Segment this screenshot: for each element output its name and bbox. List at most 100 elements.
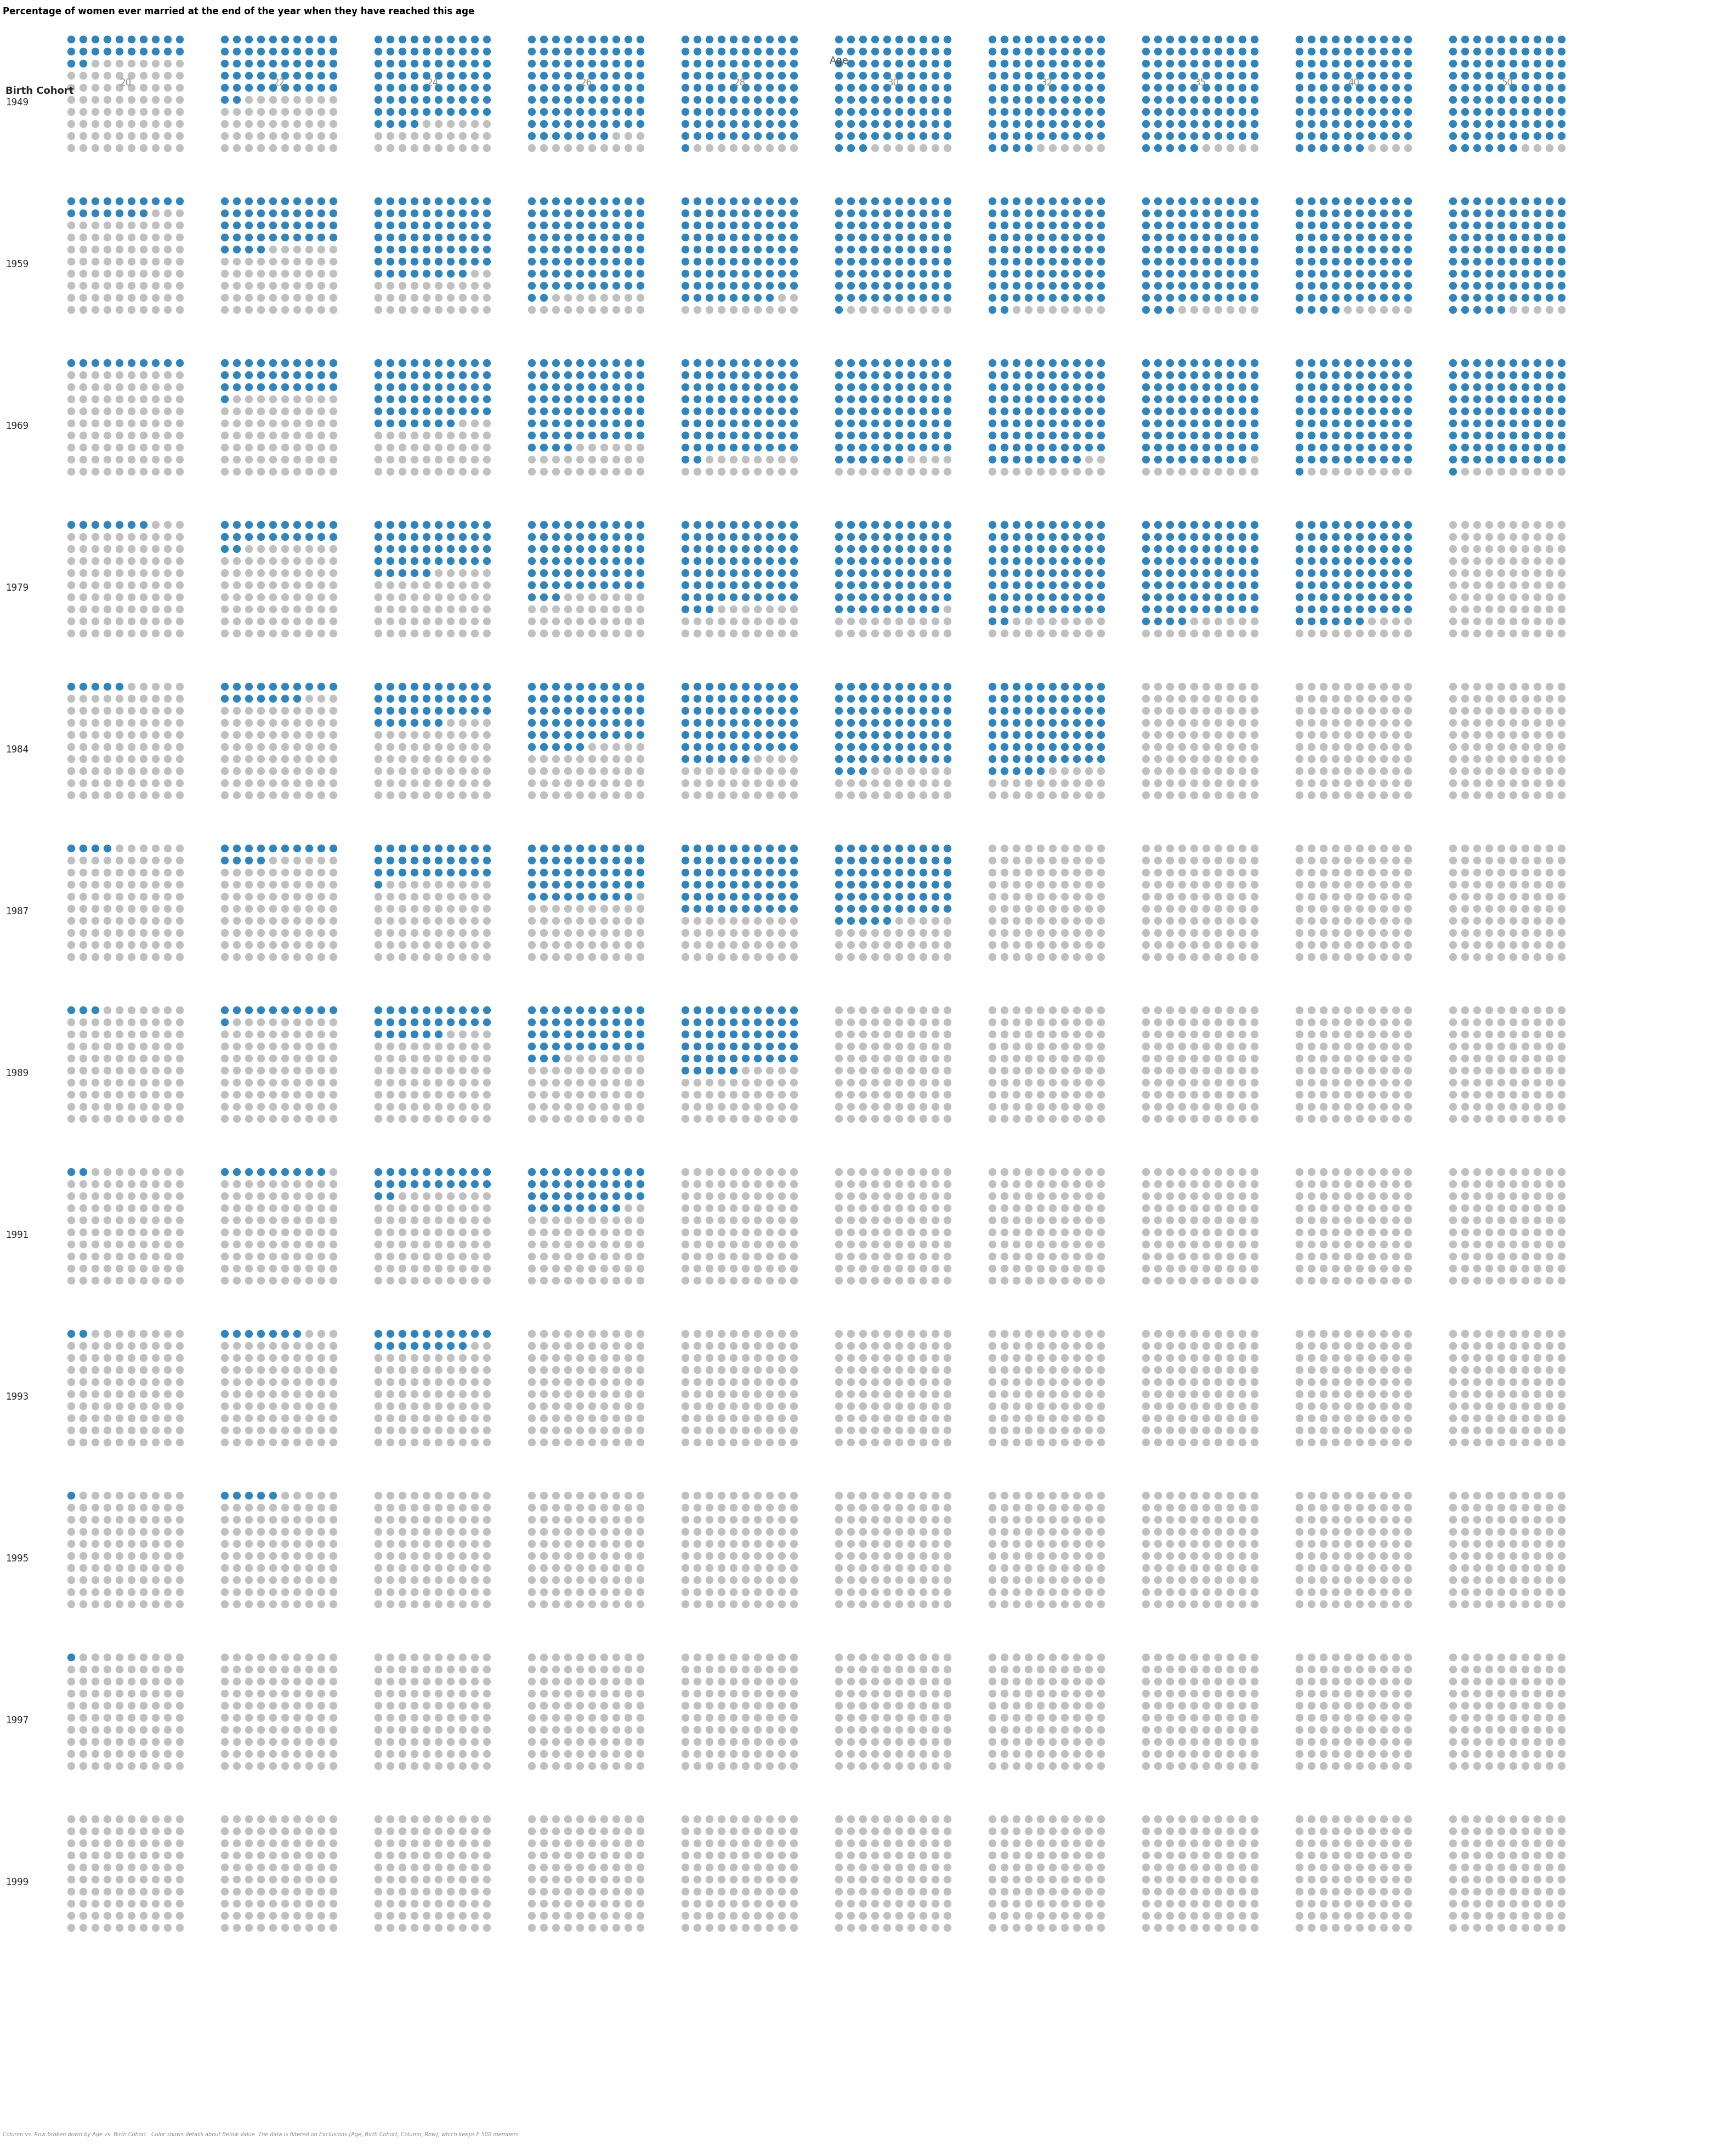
Circle shape	[1498, 695, 1505, 704]
Circle shape	[1014, 695, 1021, 704]
Circle shape	[1297, 1366, 1304, 1373]
Circle shape	[424, 109, 431, 116]
Circle shape	[790, 942, 797, 948]
Circle shape	[920, 146, 927, 152]
Circle shape	[220, 1426, 229, 1435]
Circle shape	[613, 1750, 620, 1757]
Circle shape	[141, 133, 148, 139]
Circle shape	[1404, 1253, 1411, 1261]
Circle shape	[1547, 594, 1554, 601]
Circle shape	[908, 120, 915, 129]
Circle shape	[411, 1600, 418, 1609]
Circle shape	[1142, 384, 1149, 390]
Circle shape	[743, 120, 750, 129]
Circle shape	[576, 618, 583, 626]
Circle shape	[1356, 433, 1363, 440]
Circle shape	[460, 1564, 467, 1572]
Circle shape	[743, 1667, 750, 1673]
Circle shape	[625, 1079, 632, 1088]
Circle shape	[1191, 360, 1198, 367]
Circle shape	[399, 307, 406, 313]
Circle shape	[399, 1068, 406, 1075]
Circle shape	[1392, 1356, 1399, 1362]
Circle shape	[552, 457, 559, 463]
Circle shape	[1097, 1426, 1104, 1435]
Circle shape	[470, 1180, 479, 1188]
Circle shape	[1024, 1403, 1033, 1409]
Circle shape	[1392, 1032, 1399, 1038]
Circle shape	[920, 397, 927, 403]
Circle shape	[116, 433, 123, 440]
Circle shape	[1142, 1737, 1149, 1746]
Circle shape	[470, 1416, 479, 1422]
Circle shape	[990, 1763, 996, 1770]
Circle shape	[1474, 294, 1481, 302]
Circle shape	[104, 60, 111, 69]
Circle shape	[387, 1763, 394, 1770]
Circle shape	[1215, 1750, 1222, 1757]
Circle shape	[1227, 882, 1234, 888]
Circle shape	[589, 731, 595, 738]
Circle shape	[576, 1540, 583, 1547]
Circle shape	[1252, 631, 1259, 637]
Circle shape	[743, 1242, 750, 1248]
Circle shape	[682, 97, 689, 103]
Circle shape	[908, 1276, 915, 1285]
Circle shape	[424, 1216, 431, 1225]
Circle shape	[257, 247, 264, 253]
Circle shape	[731, 955, 738, 961]
Circle shape	[460, 869, 467, 877]
Circle shape	[104, 1529, 111, 1536]
Circle shape	[68, 97, 75, 103]
Circle shape	[1404, 1577, 1411, 1583]
Circle shape	[1049, 457, 1055, 463]
Circle shape	[116, 1815, 123, 1823]
Circle shape	[625, 49, 632, 56]
Circle shape	[896, 695, 903, 704]
Circle shape	[141, 468, 148, 476]
Circle shape	[424, 1193, 431, 1199]
Circle shape	[1002, 581, 1009, 590]
Circle shape	[896, 1379, 903, 1386]
Circle shape	[411, 858, 418, 864]
Circle shape	[1535, 1763, 1542, 1770]
Circle shape	[682, 1714, 689, 1722]
Circle shape	[1167, 1667, 1174, 1673]
Circle shape	[1462, 1416, 1469, 1422]
Circle shape	[1522, 1667, 1529, 1673]
Circle shape	[1073, 781, 1080, 787]
Circle shape	[564, 1019, 571, 1025]
Circle shape	[719, 1042, 726, 1051]
Circle shape	[1049, 708, 1055, 714]
Circle shape	[944, 545, 951, 553]
Circle shape	[448, 1564, 455, 1572]
Circle shape	[1167, 247, 1174, 253]
Circle shape	[448, 918, 455, 924]
Circle shape	[68, 1677, 75, 1686]
Circle shape	[589, 869, 595, 877]
Circle shape	[1356, 1677, 1363, 1686]
Circle shape	[753, 558, 762, 564]
Circle shape	[1332, 133, 1338, 139]
Circle shape	[1014, 1276, 1021, 1285]
Circle shape	[177, 1517, 184, 1523]
Circle shape	[245, 521, 252, 530]
Circle shape	[128, 1205, 135, 1212]
Circle shape	[448, 1828, 455, 1834]
Circle shape	[1498, 1828, 1505, 1834]
Circle shape	[1559, 1229, 1566, 1236]
Circle shape	[778, 781, 785, 787]
Circle shape	[1240, 1032, 1246, 1038]
Circle shape	[1392, 1343, 1399, 1349]
Circle shape	[1344, 1727, 1351, 1733]
Circle shape	[601, 1343, 608, 1349]
Circle shape	[306, 882, 312, 888]
Circle shape	[731, 869, 738, 877]
Circle shape	[80, 1253, 87, 1261]
Circle shape	[884, 1042, 891, 1051]
Circle shape	[1061, 1439, 1068, 1446]
Circle shape	[1486, 1403, 1493, 1409]
Circle shape	[1319, 307, 1328, 313]
Circle shape	[448, 545, 455, 553]
Circle shape	[80, 1330, 87, 1338]
